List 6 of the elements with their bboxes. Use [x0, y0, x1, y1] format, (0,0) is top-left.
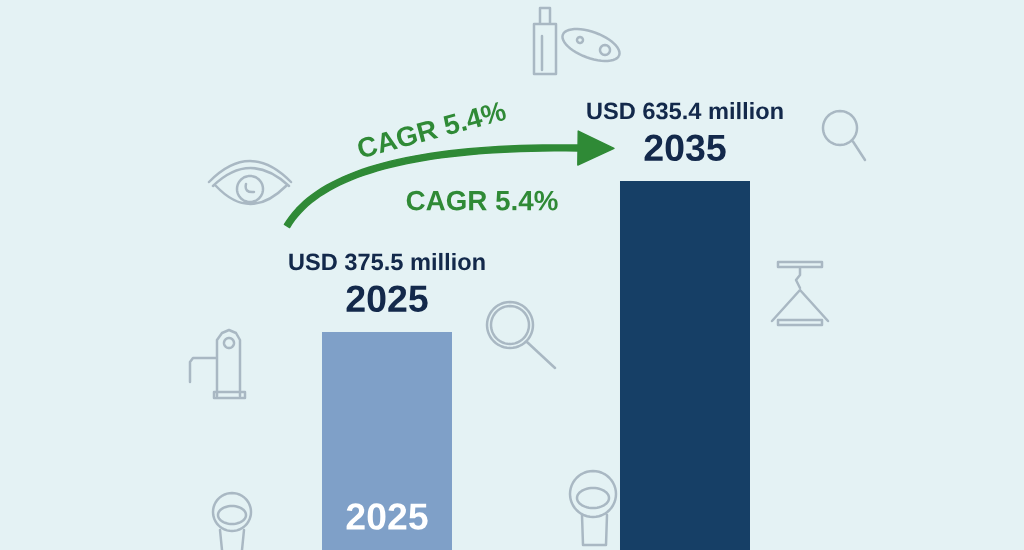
annotation: CAGR 5.4%	[406, 190, 558, 211]
text: CAGR 5.4%	[356, 100, 508, 159]
annotation: 2025	[346, 503, 428, 530]
data-label: USD 635.4 million	[587, 102, 783, 120]
x-tick-label: 2035	[644, 134, 726, 162]
data-label: USD 375.5 million	[289, 252, 485, 271]
